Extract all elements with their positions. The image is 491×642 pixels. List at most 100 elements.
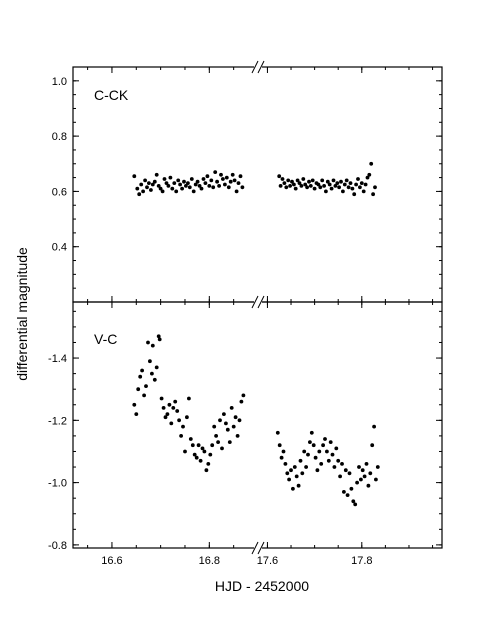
data-point	[210, 443, 215, 448]
data-point	[204, 468, 209, 473]
data-point	[346, 185, 351, 190]
data-point	[309, 430, 314, 435]
data-point	[212, 424, 217, 429]
data-point	[361, 189, 366, 194]
y-tick-label: -1.4	[48, 353, 67, 365]
data-point	[290, 179, 294, 184]
data-point	[294, 474, 299, 479]
data-point	[203, 181, 208, 186]
data-point	[282, 181, 287, 186]
data-point	[190, 443, 195, 448]
data-point	[326, 458, 331, 463]
data-point	[187, 396, 191, 401]
y-tick-label: 0.4	[52, 242, 67, 254]
data-point	[150, 343, 155, 348]
data-point	[167, 402, 172, 407]
data-point	[146, 340, 150, 345]
data-point	[158, 186, 163, 191]
data-point	[285, 471, 290, 476]
data-point	[344, 178, 349, 183]
x-tick-label: 16.6	[101, 555, 122, 567]
data-point	[214, 434, 219, 438]
data-point	[234, 189, 239, 194]
y-axis-title: differential magnitude	[14, 247, 30, 381]
data-point	[315, 468, 320, 473]
data-point	[311, 443, 316, 448]
data-point	[208, 452, 213, 457]
data-point	[342, 490, 346, 494]
data-point	[192, 452, 197, 457]
data-point	[313, 455, 318, 460]
data-points	[132, 161, 380, 507]
data-point	[323, 437, 327, 441]
data-point	[239, 399, 244, 404]
data-point	[138, 374, 143, 379]
data-point	[278, 184, 283, 188]
data-point	[141, 189, 146, 194]
data-point	[347, 471, 352, 476]
data-point	[164, 181, 169, 186]
panel-frame-0	[72, 66, 443, 303]
data-point	[182, 179, 186, 184]
data-point	[233, 415, 238, 420]
data-point	[132, 402, 137, 407]
data-point	[293, 186, 298, 191]
data-point	[334, 446, 339, 451]
data-point	[183, 449, 187, 454]
data-point	[215, 179, 220, 184]
data-point	[205, 174, 210, 179]
data-point	[305, 185, 309, 190]
data-point	[303, 182, 308, 187]
axis-break-mark	[257, 541, 265, 555]
data-point	[295, 178, 300, 183]
x-tick-label: 17.6	[257, 555, 278, 567]
data-point	[286, 178, 291, 183]
data-point	[220, 446, 224, 451]
data-point	[298, 458, 303, 463]
data-point	[373, 185, 377, 190]
data-point	[187, 185, 192, 190]
data-point	[287, 477, 291, 482]
data-point	[172, 181, 177, 186]
data-point	[156, 334, 161, 339]
data-point	[237, 418, 242, 423]
axis-break-mark	[257, 60, 265, 74]
data-point	[221, 177, 225, 181]
data-point	[142, 393, 147, 398]
data-point	[331, 178, 336, 183]
data-point	[349, 486, 354, 491]
data-point	[209, 178, 214, 183]
data-point	[297, 181, 302, 186]
data-point	[135, 186, 140, 191]
data-point	[325, 449, 329, 454]
data-point	[177, 418, 182, 423]
data-point	[281, 449, 286, 454]
data-point	[336, 458, 341, 463]
data-point	[284, 185, 289, 190]
data-point	[154, 172, 159, 177]
data-point	[218, 418, 222, 423]
data-point	[137, 192, 142, 197]
data-point	[154, 365, 159, 370]
data-point	[139, 182, 144, 187]
data-point	[198, 458, 203, 463]
data-point	[230, 172, 235, 177]
data-point	[312, 186, 317, 191]
y-tick-label: 0.8	[52, 131, 67, 143]
data-point	[140, 368, 145, 373]
data-point	[152, 377, 157, 382]
data-point	[217, 184, 222, 188]
data-point	[147, 181, 151, 186]
data-point	[277, 174, 282, 179]
data-point	[150, 371, 154, 376]
data-point	[340, 462, 344, 466]
data-point	[226, 185, 231, 190]
data-point	[364, 462, 369, 466]
data-point	[356, 177, 360, 181]
data-point	[181, 424, 185, 429]
data-point	[180, 186, 185, 191]
data-point	[163, 415, 168, 420]
data-point	[341, 189, 345, 194]
data-point	[211, 185, 216, 190]
